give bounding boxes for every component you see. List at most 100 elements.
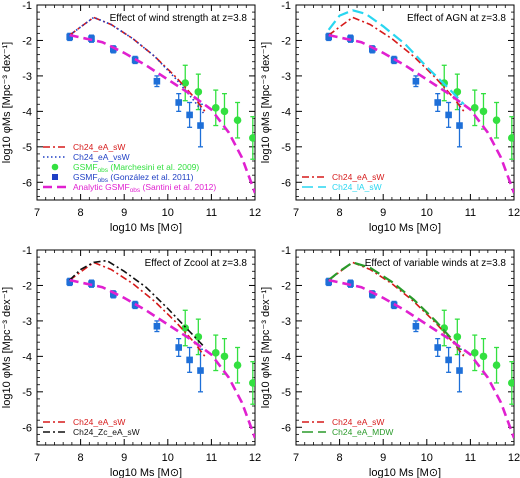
data-point-square bbox=[456, 367, 463, 374]
data-point-square bbox=[186, 111, 193, 119]
x-tick-label: 9 bbox=[121, 452, 127, 464]
data-point-circle bbox=[220, 352, 229, 361]
series-line bbox=[69, 259, 206, 349]
x-tick-label: 10 bbox=[421, 207, 433, 219]
y-tick-label: -2 bbox=[22, 35, 32, 47]
data-point-circle bbox=[194, 333, 203, 341]
data-point-circle bbox=[211, 349, 220, 357]
data-point-square bbox=[412, 322, 420, 330]
data-point-square bbox=[369, 291, 376, 298]
x-axis-label: log10 Ms [M⊙] bbox=[110, 222, 182, 234]
data-point-circle bbox=[453, 333, 462, 341]
plot-area bbox=[66, 259, 255, 439]
data-point-circle bbox=[440, 324, 449, 332]
legend-label: Ch24_eA_MDW bbox=[332, 427, 393, 437]
series-line bbox=[69, 33, 255, 194]
x-tick-label: 12 bbox=[249, 452, 261, 464]
x-tick-label: 12 bbox=[508, 207, 520, 219]
data-point-square bbox=[66, 33, 73, 41]
data-point-square bbox=[110, 46, 117, 53]
y-tick-label: -4 bbox=[281, 351, 291, 363]
data-point-square bbox=[197, 367, 204, 374]
x-tick-label: 10 bbox=[162, 452, 174, 464]
data-point-square bbox=[186, 356, 193, 364]
legend-label: Analytic GSMFobs (Santini et al. 2012) bbox=[73, 182, 216, 194]
data-point-square bbox=[434, 99, 441, 106]
data-point-square bbox=[153, 77, 161, 85]
data-point-square bbox=[325, 33, 332, 41]
panel-1: 7 8 9 10 11 12 -1 -2 -3 -4 -5 -6 log10 Ms [M⊙] log10 … bbox=[1, 0, 261, 234]
x-tick-label: 11 bbox=[465, 452, 476, 464]
series-line bbox=[69, 278, 255, 439]
data-point-square bbox=[434, 344, 441, 351]
panel-title: Effect of AGN at z=3.8 bbox=[407, 13, 506, 24]
data-point-circle bbox=[470, 349, 479, 357]
y-tick-label: -5 bbox=[22, 387, 32, 399]
y-tick-label: -1 bbox=[22, 245, 32, 257]
y-tick-label: -3 bbox=[281, 316, 291, 328]
y-tick-label: -1 bbox=[22, 0, 32, 12]
y-tick-label: -1 bbox=[281, 0, 291, 12]
legend-label: Ch24_eA_vsW bbox=[73, 152, 130, 162]
y-axis-label: log10 φMs [Mpc⁻³ dex⁻¹] bbox=[260, 42, 272, 163]
panel-3: 7 8 9 10 11 12 -1 -2 -3 -4 -5 -6 log10 Ms [M⊙] log10 … bbox=[1, 245, 261, 478]
x-tick-label: 9 bbox=[121, 207, 127, 219]
x-tick-label: 8 bbox=[337, 207, 343, 219]
y-tick-label: -6 bbox=[22, 177, 32, 189]
plot-area bbox=[325, 261, 514, 439]
data-point-square bbox=[197, 122, 204, 129]
series-line bbox=[328, 261, 465, 356]
x-tick-label: 8 bbox=[78, 207, 84, 219]
x-tick-label: 9 bbox=[380, 452, 386, 464]
x-tick-label: 7 bbox=[293, 452, 299, 464]
panel-title: Effect of Zcool at z=3.8 bbox=[145, 258, 248, 269]
y-tick-label: -5 bbox=[22, 142, 32, 154]
y-tick-label: -3 bbox=[281, 71, 291, 83]
y-tick-label: -4 bbox=[281, 106, 291, 118]
x-tick-label: 11 bbox=[206, 207, 217, 219]
y-axis-label: log10 φMs [Mpc⁻³ dex⁻¹] bbox=[1, 42, 13, 163]
data-point-square bbox=[153, 322, 161, 330]
data-point-circle bbox=[508, 379, 514, 387]
y-tick-label: -5 bbox=[281, 387, 291, 399]
data-point-square bbox=[412, 77, 420, 85]
data-point-circle bbox=[479, 352, 488, 361]
panel-title: Effect of wind strength at z=3.8 bbox=[110, 13, 248, 24]
plot-area bbox=[325, 9, 514, 194]
legend-label: GSMFobs (Marchesini et al. 2009) bbox=[73, 162, 199, 174]
data-point-circle bbox=[508, 134, 514, 142]
x-tick-label: 7 bbox=[34, 207, 40, 219]
series-line bbox=[328, 278, 514, 439]
y-tick-label: -2 bbox=[22, 280, 32, 292]
x-tick-label: 12 bbox=[508, 452, 520, 464]
legend-marker-circle bbox=[51, 163, 59, 171]
y-tick-label: -6 bbox=[281, 177, 291, 189]
data-point-square bbox=[456, 122, 463, 129]
y-tick-label: -1 bbox=[281, 245, 291, 257]
data-point-circle bbox=[233, 116, 242, 125]
x-axis-label: log10 Ms [M⊙] bbox=[110, 467, 182, 478]
legend-label: Ch24_eA_sW bbox=[73, 417, 125, 427]
plot-frame bbox=[295, 4, 515, 201]
x-tick-label: 7 bbox=[34, 452, 40, 464]
y-axis-label: log10 φMs [Mpc⁻³ dex⁻¹] bbox=[1, 287, 13, 408]
plot-area bbox=[66, 16, 255, 194]
panel-4: 7 8 9 10 11 12 -1 -2 -3 -4 -5 -6 log10 Ms [M⊙] log10 … bbox=[260, 245, 520, 478]
series-line bbox=[327, 9, 465, 106]
plot-frame bbox=[36, 249, 256, 446]
legend-marker-square bbox=[52, 174, 58, 180]
plot-frame bbox=[295, 249, 515, 446]
legend-label: Ch24_Zc_eA_sW bbox=[73, 427, 140, 437]
data-point-circle bbox=[211, 104, 220, 112]
y-tick-label: -4 bbox=[22, 106, 32, 118]
y-tick-label: -6 bbox=[281, 422, 291, 434]
x-axis-label: log10 Ms [M⊙] bbox=[369, 467, 441, 478]
panel-title: Effect of variable winds at z=3.8 bbox=[365, 258, 507, 269]
x-tick-label: 11 bbox=[206, 452, 217, 464]
y-axis-label: log10 φMs [Mpc⁻³ dex⁻¹] bbox=[260, 287, 272, 408]
x-tick-label: 9 bbox=[380, 207, 386, 219]
